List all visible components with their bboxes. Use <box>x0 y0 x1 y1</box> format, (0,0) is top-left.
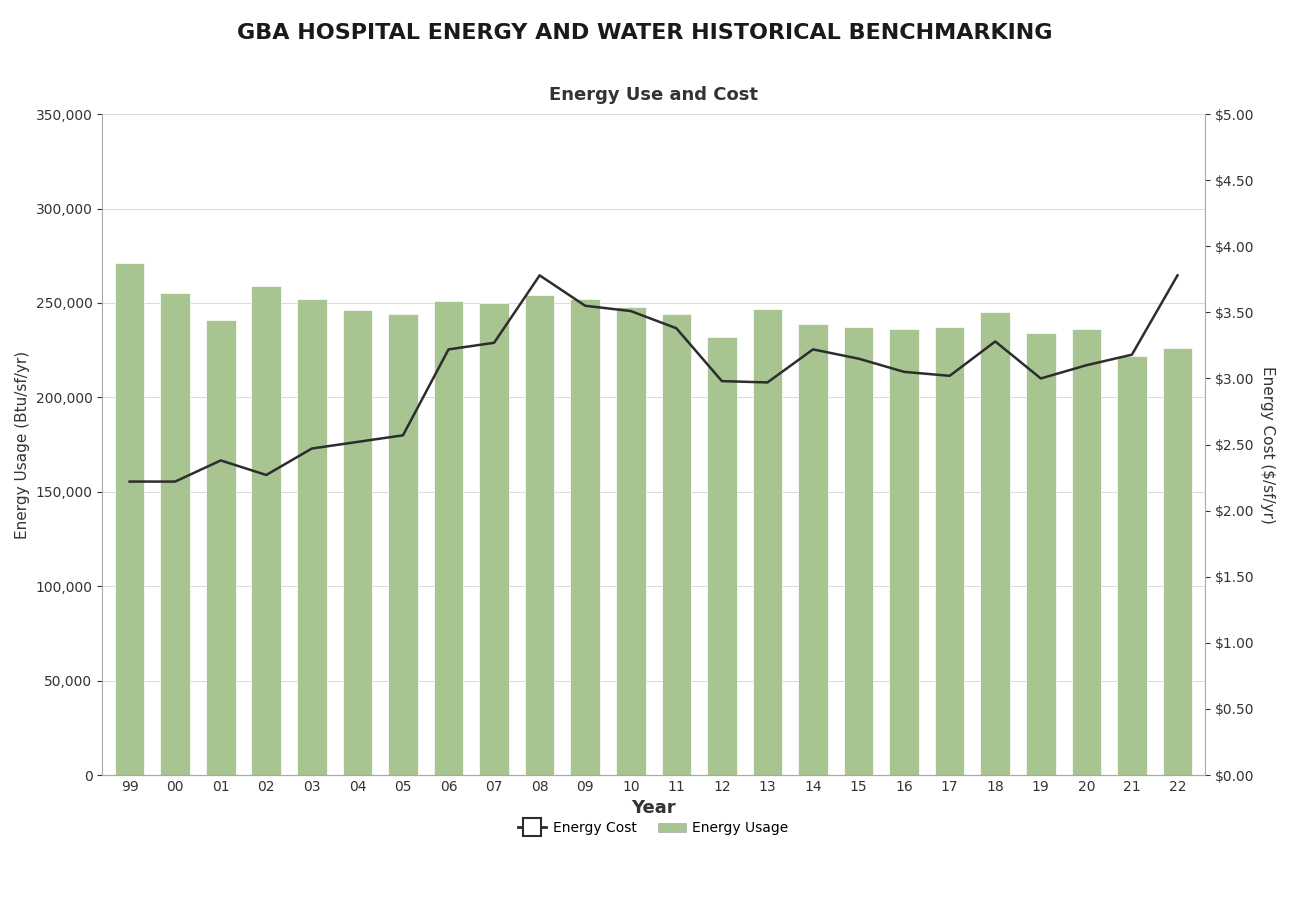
Bar <box>799 324 828 775</box>
Bar <box>844 328 873 775</box>
Bar <box>1072 329 1102 775</box>
Bar <box>160 293 190 775</box>
Bar <box>388 314 418 775</box>
Bar <box>480 303 508 775</box>
Bar <box>1026 333 1055 775</box>
Bar <box>935 328 965 775</box>
Bar <box>752 309 782 775</box>
Text: GBA HOSPITAL ENERGY AND WATER HISTORICAL BENCHMARKING: GBA HOSPITAL ENERGY AND WATER HISTORICAL… <box>237 23 1053 43</box>
Bar <box>433 301 463 775</box>
Bar <box>1117 356 1147 775</box>
Bar <box>115 263 144 775</box>
Bar <box>1162 348 1192 775</box>
Bar <box>615 307 645 775</box>
Bar <box>980 312 1010 775</box>
Bar <box>297 300 326 775</box>
Bar <box>707 337 737 775</box>
Bar <box>343 310 373 775</box>
Y-axis label: Energy Usage (Btu/sf/yr): Energy Usage (Btu/sf/yr) <box>15 350 30 538</box>
Bar <box>570 300 600 775</box>
Bar <box>206 320 236 775</box>
Bar <box>662 314 691 775</box>
X-axis label: Year: Year <box>631 799 676 817</box>
Bar <box>889 329 918 775</box>
Bar <box>525 295 555 775</box>
Legend: Energy Cost, Energy Usage: Energy Cost, Energy Usage <box>513 815 795 841</box>
Title: Energy Use and Cost: Energy Use and Cost <box>550 86 759 104</box>
Y-axis label: Energy Cost ($/sf/yr): Energy Cost ($/sf/yr) <box>1260 366 1275 523</box>
Bar <box>252 286 281 775</box>
